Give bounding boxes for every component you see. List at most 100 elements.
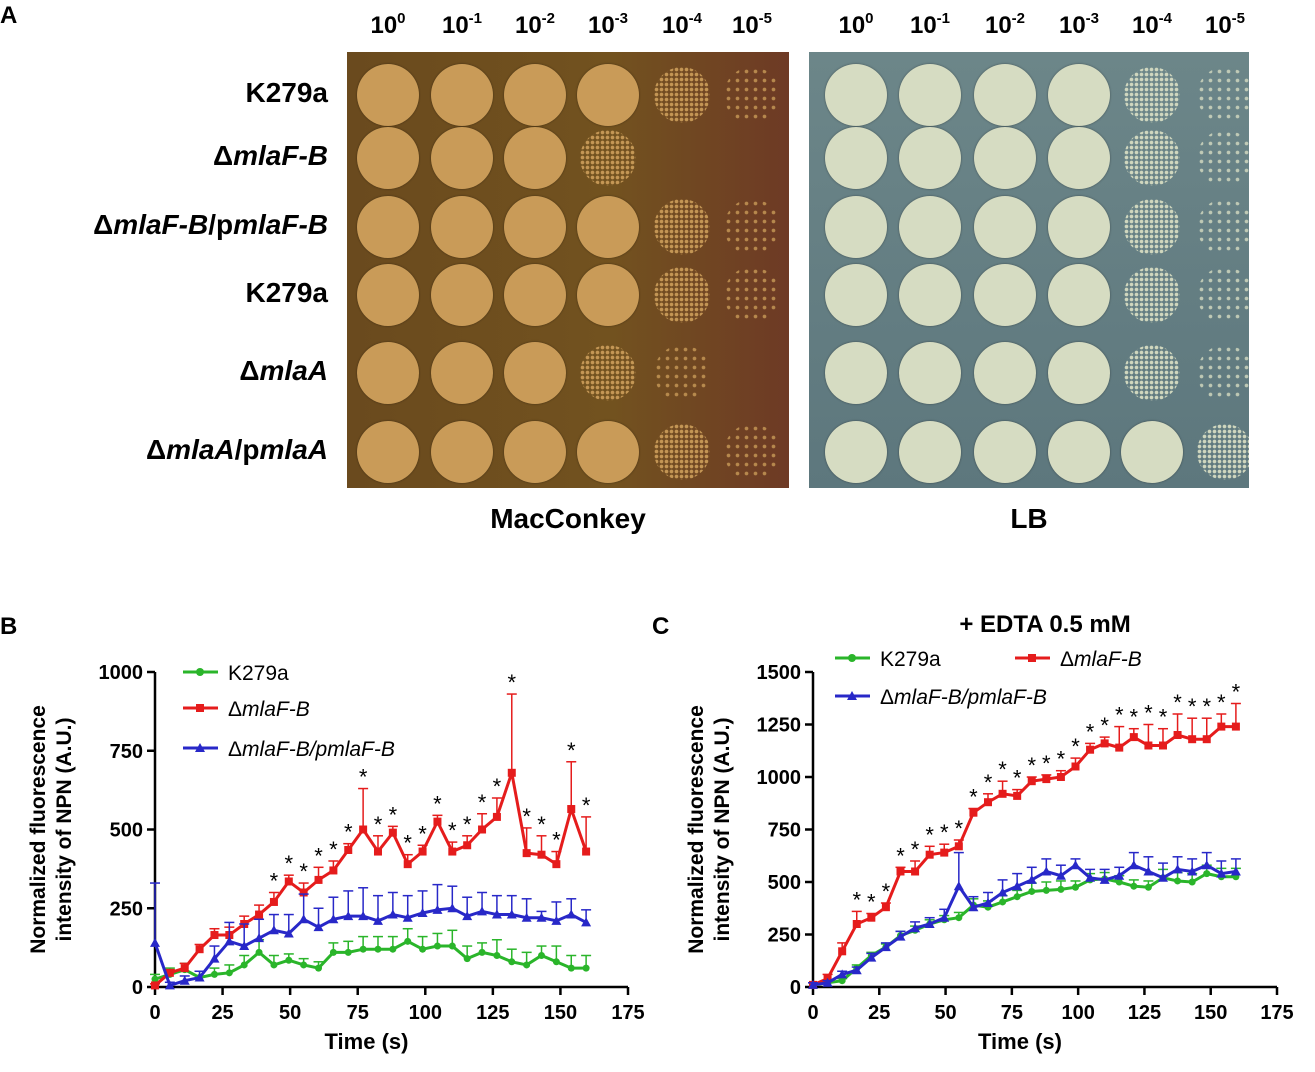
colony-spot	[724, 199, 780, 255]
significance-asterisk: *	[1071, 734, 1080, 759]
colony-spot	[431, 127, 493, 189]
strain-label: K279a	[245, 77, 328, 108]
data-point	[1070, 860, 1081, 870]
data-point	[404, 937, 412, 945]
data-point	[1216, 868, 1227, 878]
data-point	[299, 888, 308, 897]
data-point	[1055, 870, 1066, 880]
colony-spot	[724, 67, 780, 123]
data-point	[314, 875, 323, 884]
colony-spot	[654, 199, 710, 255]
y-tick-label: 250	[110, 898, 143, 920]
significance-asterisk: *	[478, 790, 487, 815]
legend-marker	[196, 704, 204, 712]
series-line	[812, 725, 1236, 987]
significance-asterisk: *	[463, 812, 472, 837]
panel-a-letter: A	[0, 2, 18, 29]
data-point	[1158, 741, 1167, 750]
colony-spot	[1197, 67, 1249, 123]
colony-spot	[654, 345, 710, 401]
data-point	[432, 904, 443, 914]
data-point	[866, 952, 877, 962]
data-point	[448, 942, 456, 950]
data-point	[1188, 878, 1196, 886]
y-axis-label-line1: Normalized fluorescence	[685, 705, 708, 954]
data-point	[165, 968, 174, 977]
significance-asterisk: *	[329, 837, 338, 862]
data-point	[329, 948, 337, 956]
data-point	[1173, 731, 1182, 739]
data-point	[313, 922, 324, 932]
data-point	[1129, 733, 1138, 742]
lb-label: LB	[1010, 503, 1048, 534]
colony-spot	[1124, 267, 1180, 323]
colony-spot	[504, 196, 566, 258]
y-tick-label: 750	[768, 820, 801, 842]
data-point	[463, 955, 471, 963]
data-point	[300, 961, 308, 969]
data-point	[998, 789, 1007, 798]
x-tick-label: 100	[409, 1002, 442, 1024]
macconkey-label: MacConkey	[490, 503, 646, 534]
colony-spot	[1197, 267, 1249, 323]
x-axis-label: Time (s)	[978, 1029, 1062, 1054]
colony-spot	[357, 64, 419, 126]
significance-asterisk: *	[867, 890, 876, 915]
data-point	[389, 945, 397, 953]
data-point	[210, 970, 218, 978]
data-point	[315, 964, 323, 972]
data-point	[852, 920, 861, 928]
colony-spot	[357, 196, 419, 258]
significance-asterisk: *	[344, 820, 353, 845]
colony-spot	[654, 67, 710, 123]
y-tick-label: 250	[768, 925, 801, 947]
significance-asterisk: *	[1013, 766, 1022, 791]
colony-spot	[724, 267, 780, 323]
data-point	[344, 845, 353, 854]
data-point	[402, 912, 413, 922]
colony-spot	[899, 196, 961, 258]
data-point	[895, 931, 906, 941]
x-tick-label: 50	[279, 1002, 301, 1024]
data-point	[180, 964, 189, 973]
data-point	[881, 903, 890, 912]
data-point	[999, 898, 1007, 906]
data-point	[433, 942, 441, 950]
data-point	[358, 911, 369, 921]
colony-spot	[825, 127, 887, 189]
chart-b: 0 250 500 750 1000 0 25 50 75 100 125 150 175 Time (s…	[27, 662, 645, 1054]
strain-label: ΔmlaF-B/pmlaF-B	[93, 209, 328, 240]
data-point	[880, 942, 891, 952]
data-point	[150, 937, 160, 947]
colony-spot	[974, 196, 1036, 258]
y-tick-label: 500	[110, 820, 143, 842]
data-point	[1231, 722, 1240, 731]
data-point	[493, 952, 501, 959]
data-point	[462, 911, 473, 921]
significance-asterisk: *	[270, 869, 279, 894]
data-point	[968, 902, 979, 912]
data-point	[523, 961, 531, 969]
data-point	[1114, 870, 1125, 880]
colony-spot	[1124, 345, 1180, 401]
colony-spot	[1048, 196, 1110, 258]
data-point	[255, 910, 264, 919]
y-tick-label: 0	[132, 977, 143, 999]
data-point	[955, 914, 963, 922]
data-point	[582, 964, 590, 972]
colony-spot	[431, 342, 493, 404]
colony-spot	[504, 264, 566, 326]
colony-spot	[1048, 264, 1110, 326]
data-point	[374, 945, 382, 953]
strain-label: K279a	[245, 277, 328, 308]
data-point	[808, 979, 818, 989]
data-point	[910, 923, 921, 933]
significance-asterisk: *	[1173, 690, 1182, 715]
data-point	[478, 948, 486, 956]
data-point	[254, 933, 265, 943]
data-point	[403, 860, 412, 869]
data-point	[418, 847, 427, 856]
data-point	[1026, 874, 1037, 884]
data-point	[1115, 878, 1123, 886]
significance-asterisk: *	[359, 765, 368, 790]
